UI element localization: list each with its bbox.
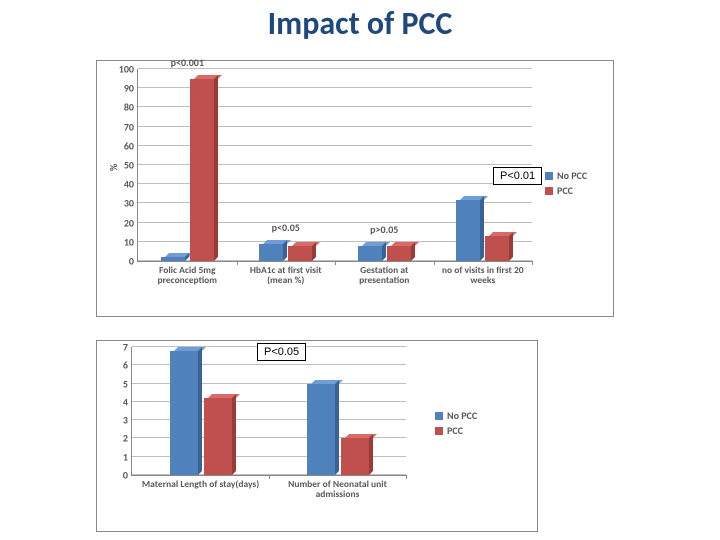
category-group: p<0.05HbA1c at first visit (mean %): [237, 69, 336, 261]
p-value-label: p<0.05: [272, 221, 300, 234]
y-tick-label: 6: [123, 359, 132, 372]
page-title: Impact of PCC: [0, 4, 720, 43]
chart-top-legend: No PCC PCC: [545, 167, 587, 199]
category-group: p>0.05Gestation at presentation: [335, 69, 434, 261]
bar: [485, 236, 509, 261]
chart-top-plot: 0102030405060708090100p<0.001Folic Acid …: [137, 69, 532, 262]
bar: [190, 79, 214, 261]
y-tick-label: 20: [124, 216, 138, 229]
chart-bottom-plot: 01234567Maternal Length of stay(days)Num…: [131, 347, 406, 476]
bar: [288, 246, 312, 261]
bar: [387, 246, 411, 261]
bar: [170, 351, 198, 475]
category-label: no of visits in first 20 weeks: [434, 261, 533, 286]
category-group: no of visits in first 20 weeks: [434, 69, 533, 261]
category-label: Number of Neonatal unit admissions: [269, 475, 406, 500]
bar: [259, 244, 283, 261]
bar: [204, 398, 232, 475]
y-tick-label: 0: [123, 469, 132, 482]
y-tick-label: 30: [124, 197, 138, 210]
legend-swatch: [435, 427, 443, 435]
bar: [358, 246, 382, 261]
category-group: Number of Neonatal unit admissions: [269, 347, 406, 475]
legend-swatch: [545, 187, 553, 195]
category-separator: [532, 261, 533, 265]
y-tick-label: 3: [123, 414, 132, 427]
slide: Impact of PCC 0102030405060708090100p<0.…: [0, 0, 720, 540]
legend-label: PCC: [557, 184, 573, 197]
chart-bottom: 01234567Maternal Length of stay(days)Num…: [96, 340, 538, 532]
legend-label: No PCC: [557, 169, 587, 182]
category-label: Gestation at presentation: [335, 261, 434, 286]
y-tick-label: 5: [123, 377, 132, 390]
y-tick-label: 7: [123, 341, 132, 354]
y-tick-label: 60: [124, 139, 138, 152]
y-tick-label: 80: [124, 101, 138, 114]
category-group: p<0.001Folic Acid 5mg preconceptiom: [138, 69, 237, 261]
category-label: Maternal Length of stay(days): [132, 475, 269, 489]
chart-bottom-legend: No PCC PCC: [435, 407, 477, 439]
y-tick-label: 100: [119, 63, 138, 76]
y-tick-label: 1: [123, 450, 132, 463]
legend-item: PCC: [435, 424, 477, 437]
category-group: Maternal Length of stay(days): [132, 347, 269, 475]
y-tick-label: 4: [123, 395, 132, 408]
p-value-label: p>0.05: [370, 223, 398, 236]
y-tick-label: 40: [124, 178, 138, 191]
y-tick-label: 70: [124, 120, 138, 133]
p-value-box: P<0.01: [493, 167, 542, 185]
bar: [456, 200, 480, 261]
p-value-label: p<0.001: [171, 56, 204, 69]
y-tick-label: 0: [129, 255, 138, 268]
legend-label: PCC: [447, 424, 463, 437]
category-label: HbA1c at first visit (mean %): [237, 261, 336, 286]
p-value-box: P<0.05: [257, 343, 306, 361]
legend-swatch: [545, 172, 553, 180]
bar: [341, 438, 369, 475]
y-tick-label: 10: [124, 235, 138, 248]
y-tick-label: 2: [123, 432, 132, 445]
y-tick-label: 90: [124, 82, 138, 95]
bar: [307, 384, 335, 475]
category-separator: [406, 475, 407, 479]
legend-item: PCC: [545, 184, 587, 197]
legend-label: No PCC: [447, 409, 477, 422]
y-tick-label: 50: [124, 159, 138, 172]
y-axis-label: %: [107, 164, 120, 171]
category-label: Folic Acid 5mg preconceptiom: [138, 261, 237, 286]
legend-item: No PCC: [545, 169, 587, 182]
legend-swatch: [435, 412, 443, 420]
chart-top: 0 10 20 30 40 50 60 70 80 90 100p<0.001Folic Acid …: [96, 60, 614, 317]
legend-item: No PCC: [435, 409, 477, 422]
